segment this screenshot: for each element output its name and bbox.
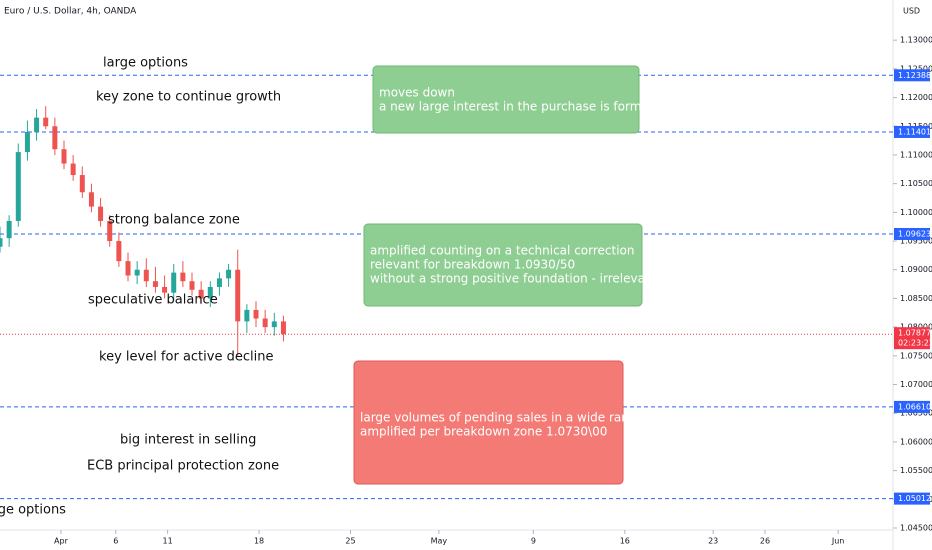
candle-body xyxy=(134,269,140,276)
candle-body xyxy=(152,281,158,287)
annotation: key zone to continue growth xyxy=(96,90,281,105)
y-tick-label: 1.12000 xyxy=(900,93,932,102)
level-label: 1.05012 xyxy=(898,494,931,503)
candle-body xyxy=(70,163,76,176)
annotation: ECB principal protection zone xyxy=(87,459,279,474)
level-tag xyxy=(894,125,930,138)
annotation: speculative balance xyxy=(88,293,218,308)
x-tick-label: May xyxy=(431,537,448,546)
y-tick-label: 1.08500 xyxy=(900,294,932,303)
zone-box xyxy=(372,65,640,134)
candle-body xyxy=(271,321,277,328)
candle-body xyxy=(162,286,168,293)
x-tick-label: 16 xyxy=(620,537,630,546)
annotation: large options xyxy=(103,56,188,71)
zone-text: amplified counting on a technical correc… xyxy=(370,244,635,258)
candle-body xyxy=(98,206,104,221)
y-tick-label: 1.11000 xyxy=(900,150,932,159)
last-price-tag xyxy=(894,327,930,350)
candle-body xyxy=(207,286,213,299)
zone-text: relevant for breakdown 1.0930/50 xyxy=(370,258,575,272)
y-tick-label: 1.08000 xyxy=(900,323,932,332)
candle-body xyxy=(0,238,3,247)
y-tick-label: 1.07000 xyxy=(900,380,932,389)
candle-body xyxy=(143,269,149,282)
last-price-label: 1.07877 xyxy=(898,329,931,338)
x-tick-label: 18 xyxy=(254,537,264,546)
x-tick-label: 25 xyxy=(345,537,355,546)
candle-body xyxy=(6,220,12,239)
zone-text: a new large interest in the purchase is … xyxy=(379,100,656,114)
x-tick-label: 9 xyxy=(531,537,536,546)
zone-box xyxy=(363,223,643,307)
candle-body xyxy=(107,220,113,242)
candle-body xyxy=(34,117,40,132)
candle-body xyxy=(216,278,222,287)
zone-text: amplified per breakdown zone 1.0730\00 xyxy=(360,425,607,439)
y-tick-label: 1.09000 xyxy=(900,265,932,274)
candle-body xyxy=(253,309,259,319)
candle-body xyxy=(244,309,250,322)
y-tick-label: 1.10500 xyxy=(900,179,932,188)
level-label: 1.11401 xyxy=(898,127,931,136)
x-tick-label: Jun xyxy=(831,537,845,546)
x-tick-label: 11 xyxy=(163,537,173,546)
zone-box xyxy=(353,360,624,485)
y-tick-label: 1.10000 xyxy=(900,208,932,217)
level-tag xyxy=(894,400,930,413)
candle-body xyxy=(280,321,286,335)
annotation: strong balance zone xyxy=(108,213,240,228)
level-tag xyxy=(894,69,930,82)
candle-body xyxy=(180,272,186,282)
candle-body xyxy=(198,289,204,299)
x-tick-label: Apr xyxy=(54,537,69,546)
level-label: 1.06610 xyxy=(898,402,931,411)
y-tick-label: 1.09500 xyxy=(900,237,932,246)
level-tag xyxy=(894,492,930,505)
y-tick-label: 1.07500 xyxy=(900,351,932,360)
x-tick-label: 23 xyxy=(708,537,718,546)
candle-body xyxy=(79,175,85,193)
candle-body xyxy=(24,132,30,153)
candle-body xyxy=(52,126,58,150)
currency: USD xyxy=(903,7,920,16)
candle-body xyxy=(43,117,49,127)
chart-title: Euro / U.S. Dollar, 4h, OANDA xyxy=(4,7,137,17)
y-tick-label: 1.05500 xyxy=(900,466,932,475)
candle-body xyxy=(125,261,131,276)
y-tick-label: 1.06500 xyxy=(900,409,932,418)
countdown-label: 02:23:22 xyxy=(898,339,932,348)
y-tick-label: 1.06000 xyxy=(900,437,932,446)
candle-body xyxy=(226,269,232,279)
y-tick-label: 1.13000 xyxy=(900,36,932,45)
candle-body xyxy=(15,152,21,221)
x-tick-label: 6 xyxy=(113,537,118,546)
candle-body xyxy=(189,281,195,290)
x-tick-label: 26 xyxy=(760,537,770,546)
level-label: 1.09623 xyxy=(898,229,931,238)
candle-body xyxy=(235,269,241,322)
candle-body xyxy=(116,241,122,262)
level-label: 1.12388 xyxy=(898,71,931,80)
zone-text: moves down xyxy=(379,86,455,100)
candle-body xyxy=(262,318,268,328)
candle-body xyxy=(171,272,177,293)
zone-text: large volumes of pending sales in a wide… xyxy=(360,411,644,425)
candle-body xyxy=(88,192,94,207)
annotation: key level for active decline xyxy=(99,350,273,365)
annotation: large options xyxy=(0,503,66,518)
level-tag xyxy=(894,227,930,240)
y-tick-label: 1.12500 xyxy=(900,64,932,73)
annotation: big interest in selling xyxy=(120,433,256,448)
zone-text: without a strong positive foundation - i… xyxy=(370,272,658,286)
candle-body xyxy=(61,149,67,164)
y-tick-label: 1.04500 xyxy=(900,524,932,533)
